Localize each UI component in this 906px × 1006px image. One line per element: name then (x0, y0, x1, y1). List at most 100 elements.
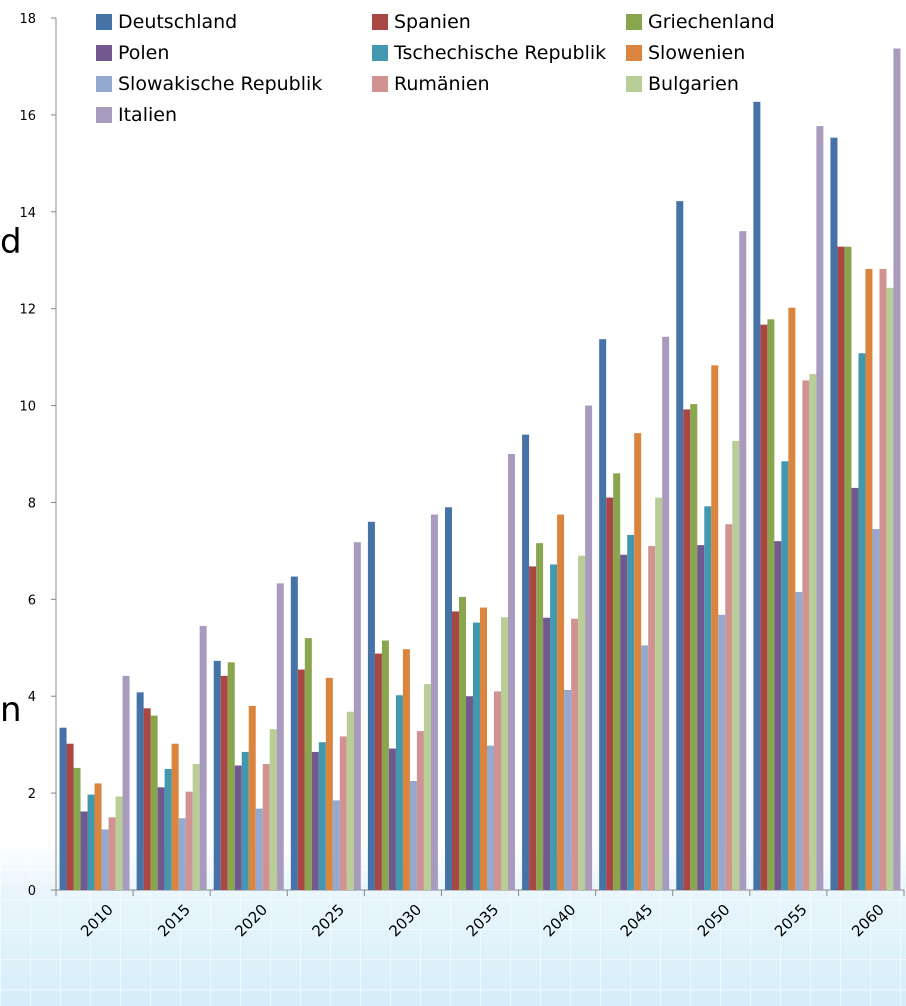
bar-italien-2060 (893, 48, 901, 890)
bar-polen-2035 (466, 696, 473, 890)
bar-slowakische-republik-2025 (332, 800, 340, 890)
legend-swatch (372, 75, 388, 92)
legend-label: Griechenland (648, 10, 775, 33)
bar-deutschland-2010 (59, 727, 67, 890)
bar-griechenland-2035 (459, 596, 466, 890)
y-tick-label: 12 (19, 303, 36, 318)
bar-italien-2040 (585, 405, 593, 890)
legend-swatch (372, 44, 388, 61)
bar-slowakische-republik-2035 (487, 745, 494, 890)
bar-italien-2020 (276, 583, 284, 890)
bar-rum-nien-2040 (571, 618, 579, 890)
bar-italien-2025 (353, 542, 361, 890)
bar-deutschland-2055 (753, 101, 761, 890)
bar-griechenland-2040 (536, 543, 544, 890)
bar-slowenien-2015 (171, 743, 179, 890)
bar-polen-2055 (774, 541, 782, 890)
bar-slowakische-republik-2040 (564, 689, 572, 890)
cropped-text-fragment: d (0, 222, 22, 262)
bar-griechenland-2015 (150, 715, 158, 890)
bar-griechenland-2045 (613, 473, 621, 890)
bar-tschechische-republik-2040 (550, 564, 558, 890)
bar-deutschland-2015 (136, 692, 144, 890)
y-tick-label: 2 (28, 787, 36, 802)
legend-item: Spanien (372, 6, 626, 37)
bar-spanien-2020 (220, 675, 228, 890)
bar-tschechische-republik-2060 (858, 353, 866, 890)
bar-spanien-2010 (66, 743, 74, 890)
bar-deutschland-2035 (445, 507, 452, 890)
legend-label: Rumänien (394, 72, 490, 95)
legend-swatch (96, 106, 112, 123)
bar-rum-nien-2060 (879, 268, 887, 890)
bar-deutschland-2025 (290, 576, 298, 890)
bars (59, 48, 901, 891)
bar-tschechische-republik-2010 (87, 794, 95, 890)
legend-label: Slowenien (648, 41, 746, 64)
bar-tschechische-republik-2020 (241, 751, 249, 890)
y-axis: 0 2 4 6 8 10 12 14 16 18 (19, 12, 57, 899)
legend-item: Bulgarien (626, 68, 876, 99)
legend-item: Italien (96, 99, 372, 130)
x-tick-label: 2050 (694, 901, 734, 941)
legend-item: Polen (96, 37, 372, 68)
bar-bulgarien-2025 (346, 711, 354, 890)
bar-spanien-2045 (606, 497, 614, 890)
y-tick-label: 0 (28, 884, 36, 899)
bar-griechenland-2025 (304, 638, 312, 890)
bar-polen-2030 (388, 748, 396, 890)
bar-slowenien-2035 (480, 607, 487, 890)
bar-bulgarien-2060 (886, 287, 894, 891)
x-tick-label: 2045 (617, 901, 657, 941)
bar-italien-2010 (122, 675, 130, 890)
bar-deutschland-2045 (599, 339, 607, 890)
bar-spanien-2050 (683, 409, 691, 890)
bar-spanien-2035 (452, 611, 459, 890)
bar-tschechische-republik-2050 (704, 506, 712, 890)
x-tick-label: 2030 (386, 901, 426, 941)
bar-tschechische-republik-2035 (473, 622, 480, 890)
bar-italien-2055 (816, 126, 824, 890)
legend-label: Tschechische Republik (394, 41, 607, 64)
legend-swatch (626, 44, 642, 61)
bar-italien-2015 (199, 625, 207, 890)
bar-slowenien-2055 (788, 307, 796, 890)
bar-slowakische-republik-2010 (101, 829, 109, 890)
legend-item: Griechenland (626, 6, 876, 37)
bar-deutschland-2050 (676, 201, 684, 890)
bar-italien-2035 (508, 454, 515, 890)
bar-deutschland-2020 (213, 660, 221, 890)
bar-italien-2030 (430, 514, 438, 890)
bar-deutschland-2060 (830, 137, 838, 890)
bar-griechenland-2010 (73, 767, 81, 890)
legend-swatch (96, 13, 112, 30)
legend-label: Deutschland (118, 10, 238, 33)
legend-item: Tschechische Republik (372, 37, 626, 68)
bar-slowenien-2010 (94, 783, 102, 890)
bar-bulgarien-2030 (423, 684, 431, 890)
bar-deutschland-2040 (522, 434, 530, 890)
legend-label: Spanien (394, 10, 471, 33)
x-tick-label: 2060 (848, 901, 888, 941)
bar-bulgarien-2040 (578, 555, 586, 890)
bar-polen-2040 (543, 617, 551, 890)
bar-slowakische-republik-2015 (178, 818, 186, 890)
bar-slowakische-republik-2030 (409, 781, 417, 890)
bar-slowakische-republik-2020 (255, 808, 263, 890)
y-tick-label: 4 (28, 690, 36, 705)
legend-swatch (626, 13, 642, 30)
bar-rum-nien-2030 (416, 731, 424, 890)
bar-rum-nien-2050 (725, 524, 733, 890)
bar-rum-nien-2010 (108, 817, 116, 890)
bar-slowakische-republik-2050 (718, 614, 726, 890)
bar-slowenien-2050 (711, 365, 719, 891)
bar-bulgarien-2010 (115, 796, 123, 890)
legend-item: Rumänien (372, 68, 626, 99)
bar-bulgarien-2045 (655, 497, 663, 890)
bar-griechenland-2030 (381, 640, 389, 890)
y-tick-label: 10 (19, 400, 36, 415)
x-tick-label: 2040 (540, 901, 580, 941)
legend-swatch (626, 75, 642, 92)
bar-spanien-2015 (143, 708, 151, 890)
